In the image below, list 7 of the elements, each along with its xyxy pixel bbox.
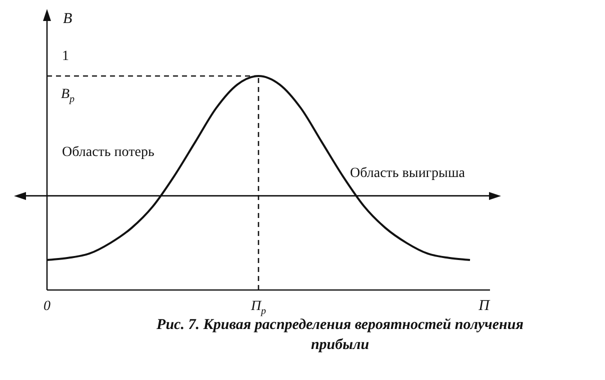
y-axis-title: B [63, 11, 72, 27]
annotation: Область потерь [62, 145, 154, 160]
text: 1 [62, 49, 69, 64]
x-axis-title: П [478, 298, 491, 314]
annotation: Область выигрыша [350, 166, 466, 181]
text: Рис. 7. Кривая распределения вероятностей получения прибыли [156, 316, 524, 355]
x-tick-label: 0 [44, 299, 50, 314]
